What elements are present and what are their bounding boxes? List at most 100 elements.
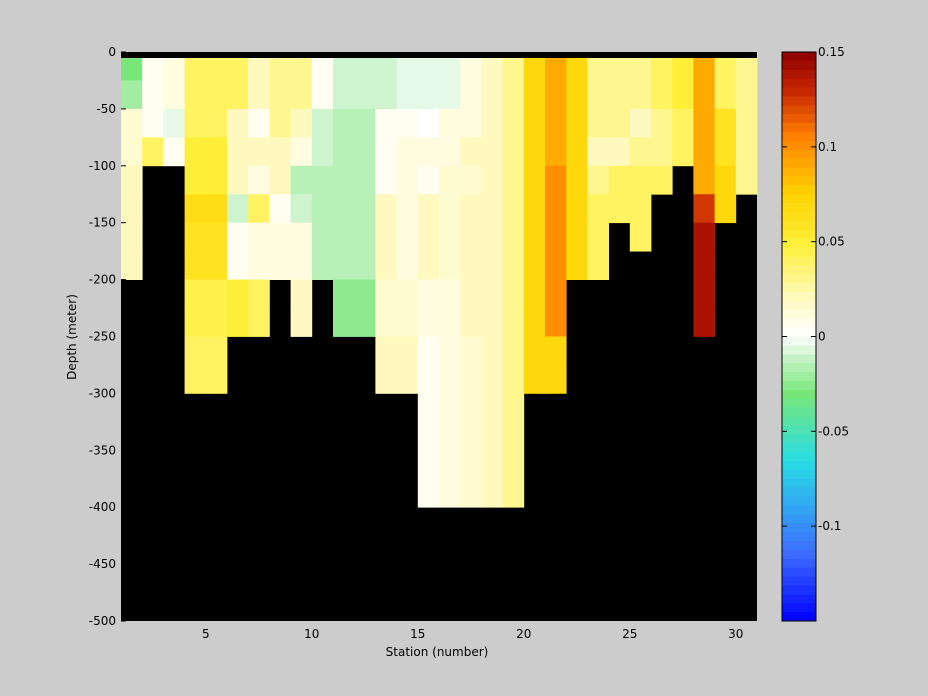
heatmap-cell: [417, 52, 440, 81]
heatmap-cell: [439, 222, 461, 252]
heatmap-cell: [333, 137, 355, 167]
heatmap-cell: [205, 52, 228, 81]
heatmap-cell: [121, 165, 143, 195]
heatmap-cell: [651, 52, 673, 81]
heatmap-cell: [269, 194, 291, 224]
heatmap-cell: [566, 108, 588, 138]
colorbar-tick-label: -0.1: [818, 519, 841, 533]
colorbar-tick-label: 0.05: [818, 235, 845, 249]
heatmap-cell: [163, 137, 185, 167]
heatmap-cell: [184, 279, 207, 309]
heatmap-cell: [629, 165, 652, 195]
heatmap-cell: [502, 308, 525, 337]
heatmap-cell: [545, 222, 567, 252]
heatmap-cell: [523, 52, 546, 81]
heatmap-cell: [205, 251, 228, 280]
heatmap-cell: [714, 80, 737, 110]
heatmap-cell: [608, 137, 631, 167]
heatmap-cell: [375, 80, 397, 110]
heatmap-cell: [290, 80, 313, 110]
heatmap-cell: [460, 279, 482, 309]
y-tick-label: -500: [89, 614, 116, 628]
y-tick-label: -400: [89, 500, 116, 514]
heatmap-cell: [121, 80, 143, 110]
heatmap-cell: [396, 194, 419, 224]
heatmap-cell: [566, 194, 588, 224]
heatmap-cell: [121, 251, 143, 280]
heatmap-cell: [375, 336, 397, 366]
heatmap-cell: [460, 165, 482, 195]
heatmap-cell: [396, 336, 419, 366]
heatmap-cell: [396, 80, 419, 110]
heatmap-cell: [587, 251, 609, 280]
colorbar-gradient: [781, 51, 817, 622]
heatmap-cell: [629, 222, 652, 252]
heatmap-cell: [481, 279, 503, 309]
heatmap-cell: [184, 137, 207, 167]
heatmap-cell: [460, 336, 482, 366]
heatmap-cell: [693, 194, 715, 224]
heatmap-cell: [121, 137, 143, 167]
heatmap-cell: [227, 251, 249, 280]
heatmap-cell: [523, 336, 546, 366]
heatmap-cell: [290, 222, 313, 252]
heatmap-cell: [502, 251, 525, 280]
colorbar-ticks: 0.15 0.1 0.05 0 -0.05 -0.1: [782, 45, 849, 533]
y-tick-label: -200: [89, 273, 116, 287]
heatmap-cell: [227, 222, 249, 252]
heatmap-cell: [608, 80, 631, 110]
heatmap-cell: [545, 336, 567, 366]
heatmap-cell: [523, 80, 546, 110]
heatmap-cell: [269, 108, 291, 138]
heatmap-cell: [629, 108, 652, 138]
y-tick-label: -50: [96, 102, 116, 116]
heatmap-cell: [205, 336, 228, 366]
heatmap-cell: [481, 80, 503, 110]
heatmap-cell: [735, 108, 758, 138]
heatmap-cell: [481, 393, 503, 508]
heatmap-cell: [205, 137, 228, 167]
heatmap-cell: [142, 137, 164, 167]
x-tick-label: 10: [304, 627, 319, 641]
heatmap-cell: [417, 336, 440, 366]
heatmap-cell: [545, 194, 567, 224]
x-axis-ticks: 5 10 15 20 25 30: [202, 52, 743, 641]
heatmap-cell: [439, 279, 461, 309]
heatmap-cell: [290, 308, 313, 337]
heatmap-cell: [184, 108, 207, 138]
heatmap-cell: [184, 308, 207, 337]
heatmap-cell: [375, 308, 397, 337]
heatmap-cell: [566, 165, 588, 195]
heatmap-cell: [417, 80, 440, 110]
y-tick-label: -300: [89, 386, 116, 400]
heatmap-cell: [248, 52, 270, 81]
heatmap-cell: [248, 279, 270, 309]
y-tick-label: -350: [89, 443, 116, 457]
x-tick-label: 15: [410, 627, 425, 641]
heatmap-cell: [354, 52, 376, 81]
heatmap-cell: [481, 52, 503, 81]
heatmap-cell: [375, 108, 397, 138]
heatmap-cell: [375, 194, 397, 224]
heatmap-cell: [693, 251, 715, 280]
heatmap-cell: [311, 137, 334, 167]
heatmap-cell: [227, 80, 249, 110]
heatmap-cell: [545, 279, 567, 309]
heatmap-cell: [523, 222, 546, 252]
heatmap-cell: [333, 251, 355, 280]
heatmap-cell: [142, 52, 164, 81]
colorbar-tick-label: 0.15: [818, 45, 845, 59]
heatmap-cell: [502, 336, 525, 366]
heatmap-cell: [417, 108, 440, 138]
heatmap-cell: [502, 165, 525, 195]
heatmap-cell: [502, 222, 525, 252]
heatmap-cell: [587, 108, 609, 138]
heatmap-cell: [439, 308, 461, 337]
heatmap-cell: [184, 222, 207, 252]
heatmap-cell: [396, 52, 419, 81]
heatmap-cell: [714, 108, 737, 138]
heatmap-cell: [184, 165, 207, 195]
heatmap-cell: [396, 279, 419, 309]
heatmap-cell: [735, 52, 758, 81]
colorbar-tick-label: -0.05: [818, 424, 849, 438]
